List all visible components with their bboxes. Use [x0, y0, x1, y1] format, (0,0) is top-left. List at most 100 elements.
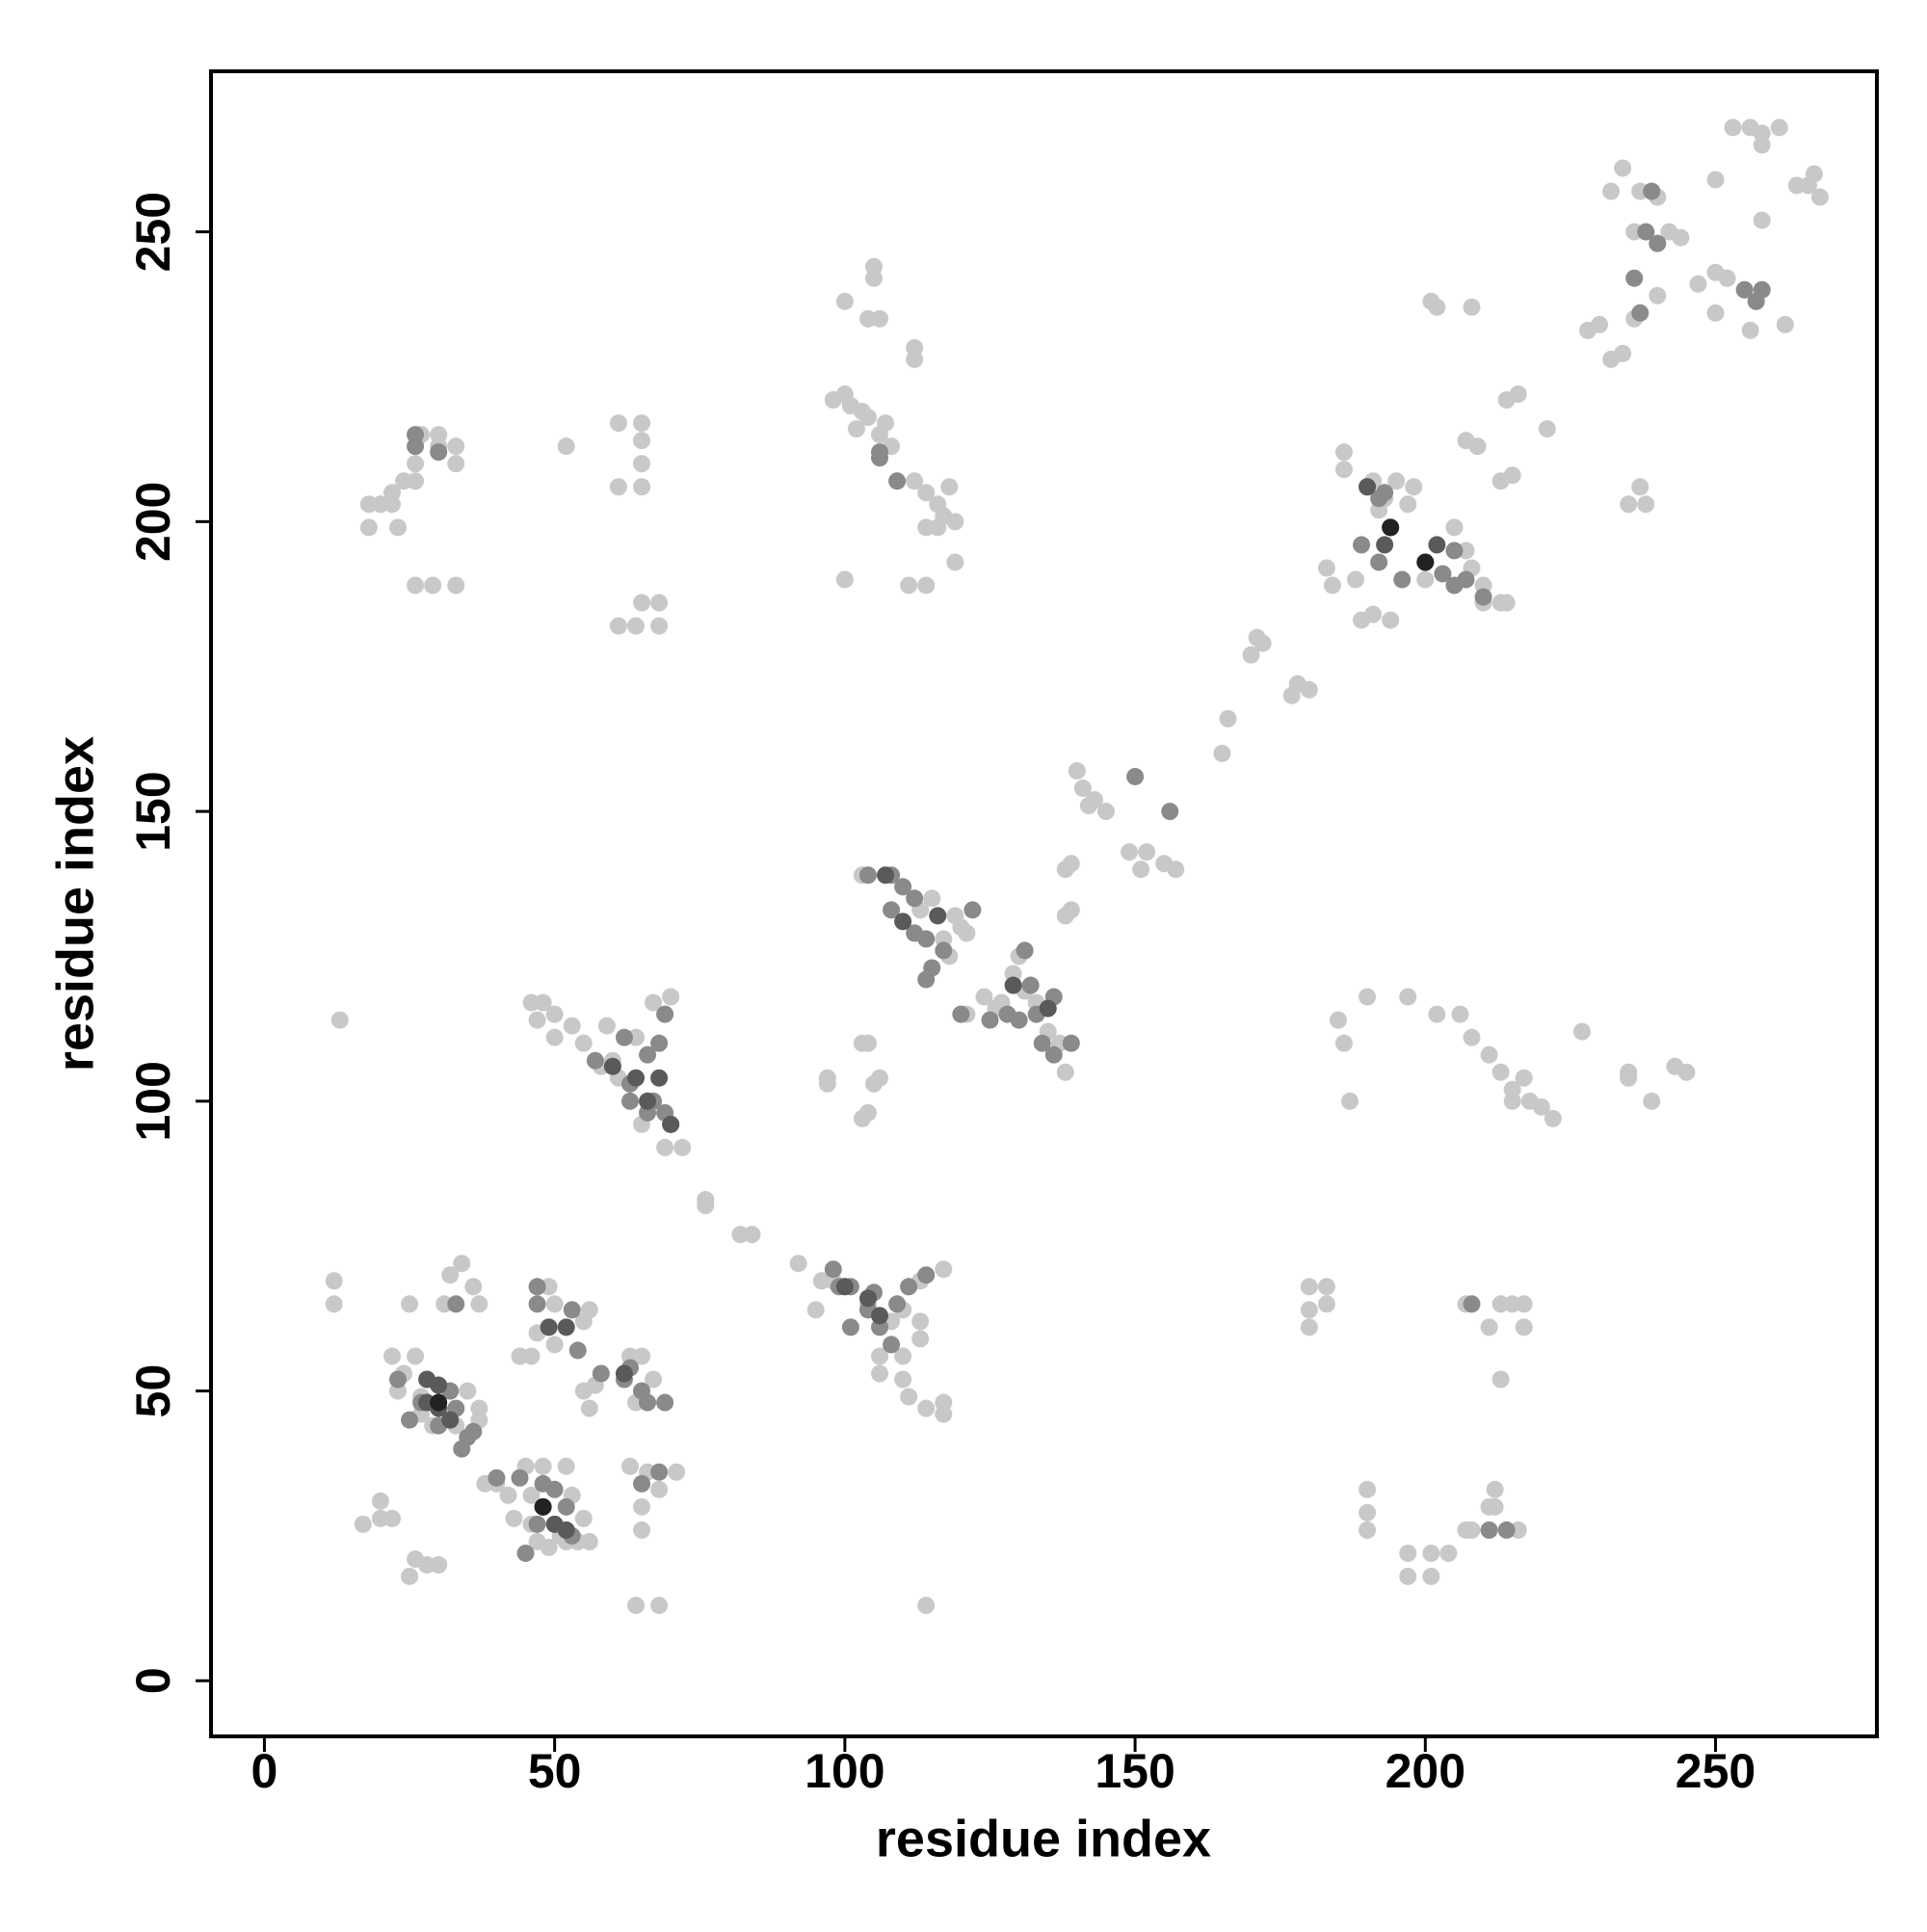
contact-point: [1776, 315, 1794, 333]
contact-point: [981, 1011, 999, 1029]
contact-point: [1323, 576, 1341, 595]
contact-point: [633, 1521, 651, 1539]
contact-point: [534, 1497, 552, 1516]
contact-point: [656, 1393, 674, 1412]
contact-point: [1359, 1503, 1377, 1522]
contact-point: [1572, 1022, 1591, 1041]
contact-point: [574, 1034, 593, 1052]
y-tick-label: 100: [126, 1061, 180, 1141]
contact-point: [1753, 136, 1771, 154]
contact-point: [441, 1411, 460, 1429]
contact-point: [917, 1399, 936, 1417]
contact-point: [407, 1347, 425, 1365]
contact-point: [540, 1538, 558, 1556]
contact-point: [633, 1347, 651, 1365]
contact-point: [388, 1370, 407, 1389]
contact-point: [580, 1399, 598, 1417]
contact-point: [946, 513, 964, 531]
contact-point: [1359, 1521, 1377, 1539]
contact-point: [1631, 478, 1650, 496]
y-tick-label: 0: [126, 1667, 180, 1694]
contact-point: [407, 472, 425, 490]
contact-point: [656, 1138, 674, 1156]
contact-point: [1445, 518, 1464, 537]
contact-point: [1491, 1063, 1510, 1081]
contact-point: [917, 1597, 936, 1615]
contact-point: [488, 1469, 506, 1487]
contact-point: [1382, 611, 1400, 629]
contact-point: [511, 1469, 529, 1487]
contact-point: [639, 1393, 657, 1412]
contact-point: [1515, 1069, 1533, 1087]
contact-point: [697, 1197, 715, 1215]
contact-point: [975, 988, 993, 1006]
contact-point: [1334, 1034, 1353, 1052]
contact-point: [906, 350, 924, 368]
y-tick-label: 50: [126, 1364, 180, 1418]
contact-point: [858, 1289, 877, 1308]
contact-point: [645, 1370, 663, 1389]
contact-point: [447, 1295, 465, 1313]
contact-point: [662, 988, 680, 1006]
contact-point: [900, 576, 918, 595]
contact-point: [1480, 1045, 1498, 1064]
contact-point: [633, 455, 651, 473]
contact-point: [1161, 803, 1179, 821]
contact-point: [603, 1057, 621, 1075]
contact-point: [1039, 999, 1057, 1018]
contact-point: [1126, 767, 1145, 785]
contact-point: [894, 1347, 912, 1365]
contact-point: [1062, 1034, 1080, 1052]
contact-point: [1718, 269, 1736, 287]
contact-point: [841, 1318, 859, 1337]
contact-point: [1620, 1069, 1638, 1087]
contact-point: [371, 1492, 389, 1510]
contact-point: [835, 1278, 854, 1296]
contact-point: [906, 889, 924, 908]
contact-point: [1138, 843, 1156, 861]
contact-point: [935, 1260, 953, 1279]
contact-point: [359, 518, 378, 537]
contact-point: [330, 1011, 349, 1029]
contact-point: [464, 1422, 483, 1441]
contact-point: [1631, 304, 1650, 322]
contact-point: [1387, 472, 1406, 490]
contact-point: [662, 1115, 680, 1133]
contact-point: [1353, 611, 1371, 629]
contact-point: [522, 1347, 541, 1365]
contact-point: [354, 1515, 372, 1533]
contact-point: [633, 594, 651, 612]
contact-point: [1643, 1092, 1661, 1110]
contact-point: [609, 414, 627, 433]
contact-point: [1340, 1092, 1359, 1110]
contact-point: [871, 1364, 889, 1383]
contact-point: [557, 437, 575, 456]
contact-point: [430, 1393, 448, 1412]
y-tick-label: 250: [126, 192, 180, 272]
contact-point: [639, 1045, 657, 1064]
contact-point: [407, 426, 425, 444]
contact-point: [1463, 1028, 1481, 1046]
contact-point: [789, 1255, 807, 1273]
contact-point: [620, 1092, 639, 1110]
contact-point: [639, 1092, 657, 1110]
contact-point: [383, 484, 401, 502]
contact-point: [534, 1474, 552, 1493]
contact-point: [871, 309, 889, 328]
contact-point: [325, 1295, 343, 1313]
contact-point: [383, 1347, 401, 1365]
contact-point: [650, 1480, 669, 1498]
contact-point: [1428, 1005, 1446, 1023]
contact-point: [1422, 1544, 1440, 1562]
contact-point: [1463, 298, 1481, 316]
contact-point: [1637, 223, 1655, 241]
contact-point: [1614, 159, 1632, 177]
contact-point: [1805, 165, 1823, 183]
contact-point: [871, 443, 889, 462]
contact-point: [1167, 860, 1185, 879]
contact-point: [894, 1370, 912, 1389]
contact-point: [545, 1028, 564, 1046]
contact-point: [545, 1336, 564, 1354]
contact-point: [470, 1295, 488, 1313]
